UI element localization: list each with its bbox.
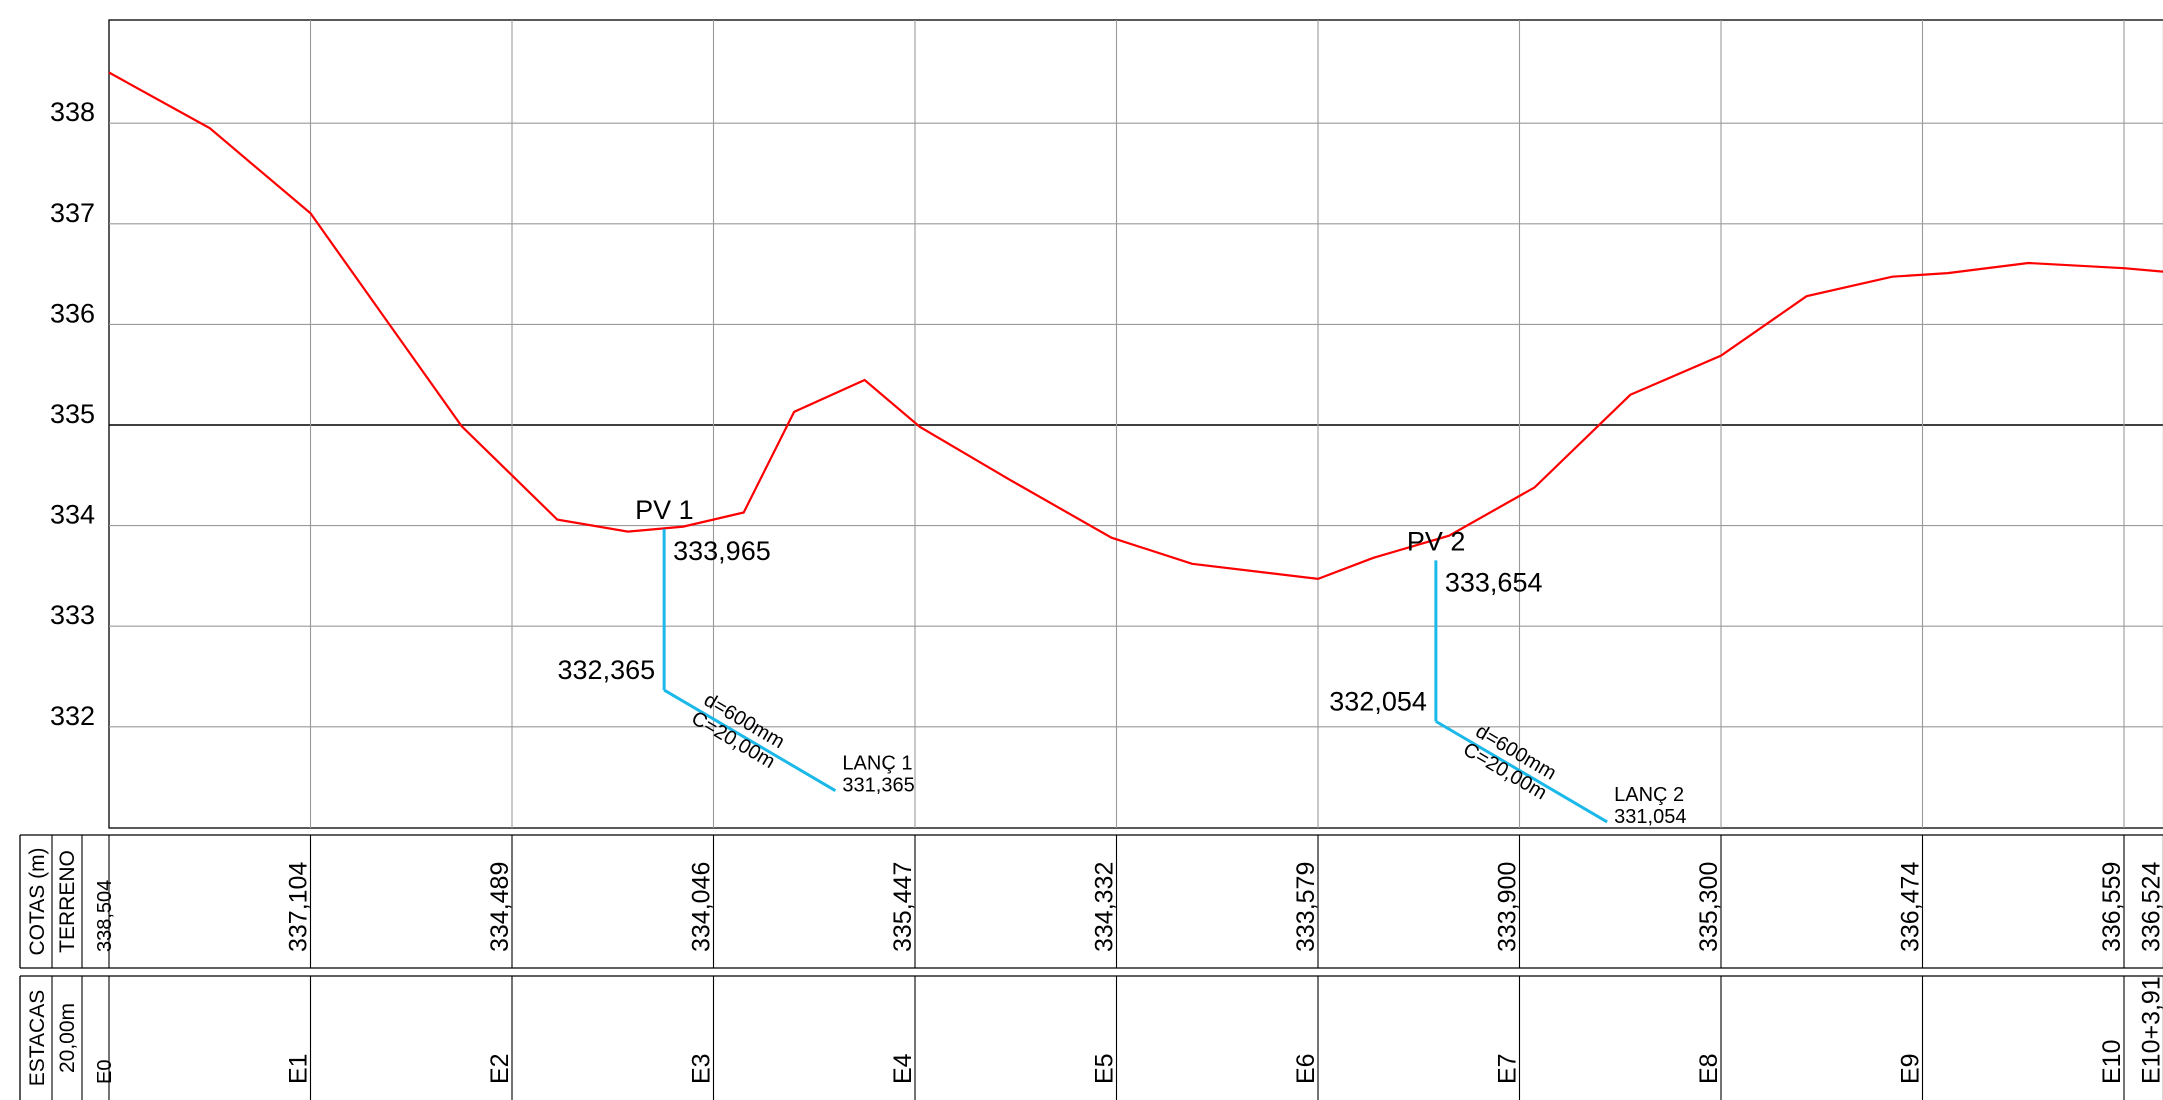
manhole-label: PV 1 [635,495,694,525]
pipe-line [1435,720,1608,824]
outfall-name-label: LANÇ 2 [1614,784,1684,806]
table-row-1: COTAS (m) TERRENO 338,504 337,104 334,489 334… [19,834,2163,969]
cell-value: E6 [1292,1053,1320,1084]
y-tick-label: 333 [50,600,95,630]
cell-value: 336,524 [2137,862,2163,952]
y-tick-label: 332 [50,701,95,731]
cell-value: E4 [889,1053,917,1084]
y-tick-label: 334 [50,500,95,530]
terrain-profile [108,71,2163,581]
cell-value: 337,104 [285,862,313,952]
bottom-elevation-label: 332,054 [1329,686,1427,716]
row-subtitle: 20,00m [56,1003,79,1073]
cell-value: 333,579 [1292,862,1320,952]
plot-frame [108,19,2163,829]
cell-value: 336,474 [1897,862,1925,952]
pipe-line [663,688,837,792]
data-table: COTAS (m) TERRENO 338,504 337,104 334,489 334… [19,834,2163,1100]
y-tick-label: 336 [50,298,95,328]
cell-value: E10+3,91 [2137,976,2163,1084]
cell-value: E0 [94,1060,116,1084]
row-title: COTAS (m) [26,847,49,955]
cell-value: 333,900 [1494,862,1522,952]
table-row-2: ESTACAS 20,00m E0 E1 E2 E3 E4 E5 E6 E7 E8 E9 E10 E10+… [19,975,2163,1100]
cell-value: E1 [285,1053,313,1084]
grid [109,20,2163,828]
row-title: ESTACAS [26,990,49,1086]
outfall-elevation-label: 331,054 [1614,806,1686,828]
cell-value: 335,447 [889,862,917,952]
y-tick-label: 338 [50,97,95,127]
cell-value: E10 [2098,1040,2126,1084]
cell-value: 335,300 [1695,862,1723,952]
cell-value: 334,489 [486,862,514,952]
cell-value: 336,559 [2098,862,2126,952]
terrain-line [108,71,2163,581]
cell-value: E3 [688,1053,716,1084]
bottom-elevation-label: 332,365 [558,655,656,685]
top-elevation-label: 333,965 [673,536,771,566]
cell-value: E2 [486,1053,514,1084]
y-tick-label: 335 [50,399,95,429]
top-elevation-label: 333,654 [1445,567,1543,597]
cell-value: E8 [1695,1053,1723,1084]
y-tick-label: 337 [50,198,95,228]
cell-value: E5 [1091,1053,1119,1084]
cell-value: 338,504 [94,880,116,952]
cell-value: 334,332 [1091,862,1119,952]
cell-value: 334,046 [688,862,716,952]
cell-value: E9 [1897,1053,1925,1084]
cell-value: E7 [1494,1053,1522,1084]
manhole-label: PV 2 [1407,526,1466,556]
outfall-elevation-label: 331,365 [842,775,914,797]
y-tick-labels: 338 337 336 335 334 333 332 [50,97,95,731]
frame [108,19,2163,829]
row-subtitle: TERRENO [56,850,79,953]
outfall-name-label: LANÇ 1 [842,753,912,775]
